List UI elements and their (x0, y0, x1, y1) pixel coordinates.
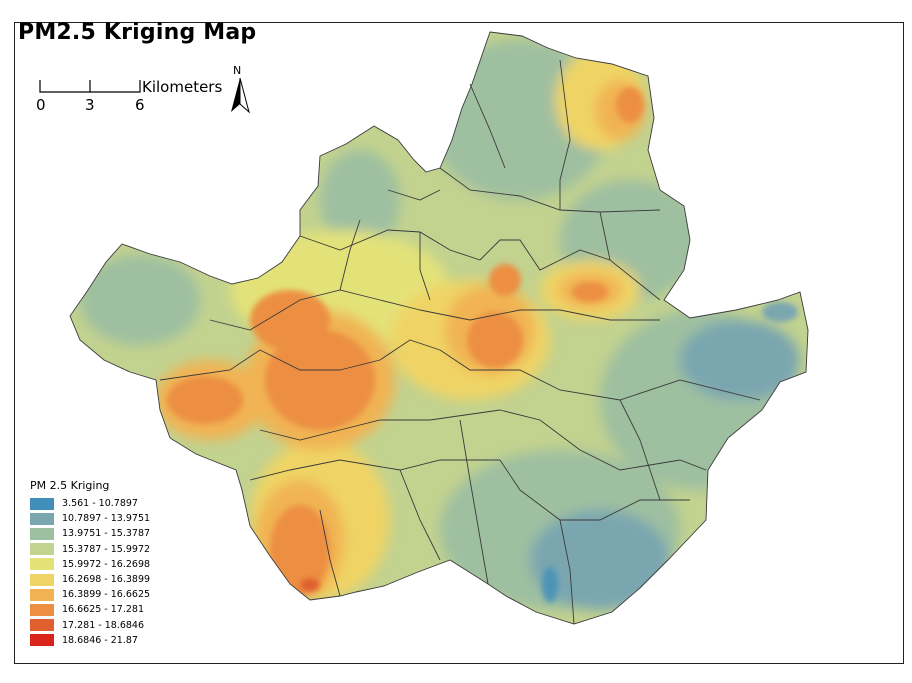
scale-tick-3: 3 (85, 96, 95, 114)
legend-item: 10.7897 - 13.9751 (30, 511, 200, 526)
north-arrow: N (229, 64, 251, 114)
legend-swatch (30, 497, 54, 510)
legend-swatch (30, 558, 54, 571)
scale-tick-0: 0 (36, 96, 46, 114)
legend-item: 15.9972 - 16.2698 (30, 557, 200, 572)
legend-item: 16.3899 - 16.6625 (30, 587, 200, 602)
legend-item: 18.6846 - 21.87 (30, 633, 200, 648)
legend-label: 15.3787 - 15.9972 (62, 543, 151, 555)
legend-swatch (30, 543, 54, 556)
legend-rows: 3.561 - 10.7897 10.7897 - 13.9751 13.9751 … (30, 496, 200, 648)
legend-swatch (30, 619, 54, 632)
scale-tick-6: 6 (135, 96, 145, 114)
legend-item: 16.6625 - 17.281 (30, 602, 200, 617)
legend-label: 16.6625 - 17.281 (62, 604, 144, 616)
legend-swatch (30, 573, 54, 586)
legend-label: 13.9751 - 15.3787 (62, 528, 151, 540)
legend-swatch (30, 512, 54, 525)
legend-label: 16.3899 - 16.6625 (62, 589, 151, 601)
legend-swatch (30, 588, 54, 601)
legend: PM 2.5 Kriging 3.561 - 10.7897 10.7897 - … (30, 479, 200, 648)
legend-item: 15.3787 - 15.9972 (30, 542, 200, 557)
legend-swatch (30, 527, 54, 540)
legend-label: 15.9972 - 16.2698 (62, 558, 151, 570)
district-boundaries (69, 31, 809, 625)
legend-label: 10.7897 - 13.9751 (62, 513, 151, 525)
legend-item: 13.9751 - 15.3787 (30, 526, 200, 541)
legend-label: 3.561 - 10.7897 (62, 498, 138, 510)
map-title: PM2.5 Kriging Map (18, 20, 257, 45)
legend-swatch (30, 603, 54, 616)
legend-title: PM 2.5 Kriging (30, 479, 110, 492)
north-arrow-icon (231, 78, 250, 114)
north-label: N (233, 64, 242, 77)
scale-unit: Kilometers (142, 78, 223, 96)
legend-label: 16.2698 - 16.3899 (62, 574, 151, 586)
legend-label: 18.6846 - 21.87 (62, 634, 138, 646)
legend-item: 17.281 - 18.6846 (30, 618, 200, 633)
legend-label: 17.281 - 18.6846 (62, 619, 144, 631)
legend-swatch (30, 634, 54, 647)
legend-item: 16.2698 - 16.3899 (30, 572, 200, 587)
scale-bar-graphic (39, 80, 141, 93)
scale-bar: 0 3 6 Kilometers (36, 72, 236, 122)
legend-item: 3.561 - 10.7897 (30, 496, 200, 511)
map-frame (14, 22, 904, 664)
